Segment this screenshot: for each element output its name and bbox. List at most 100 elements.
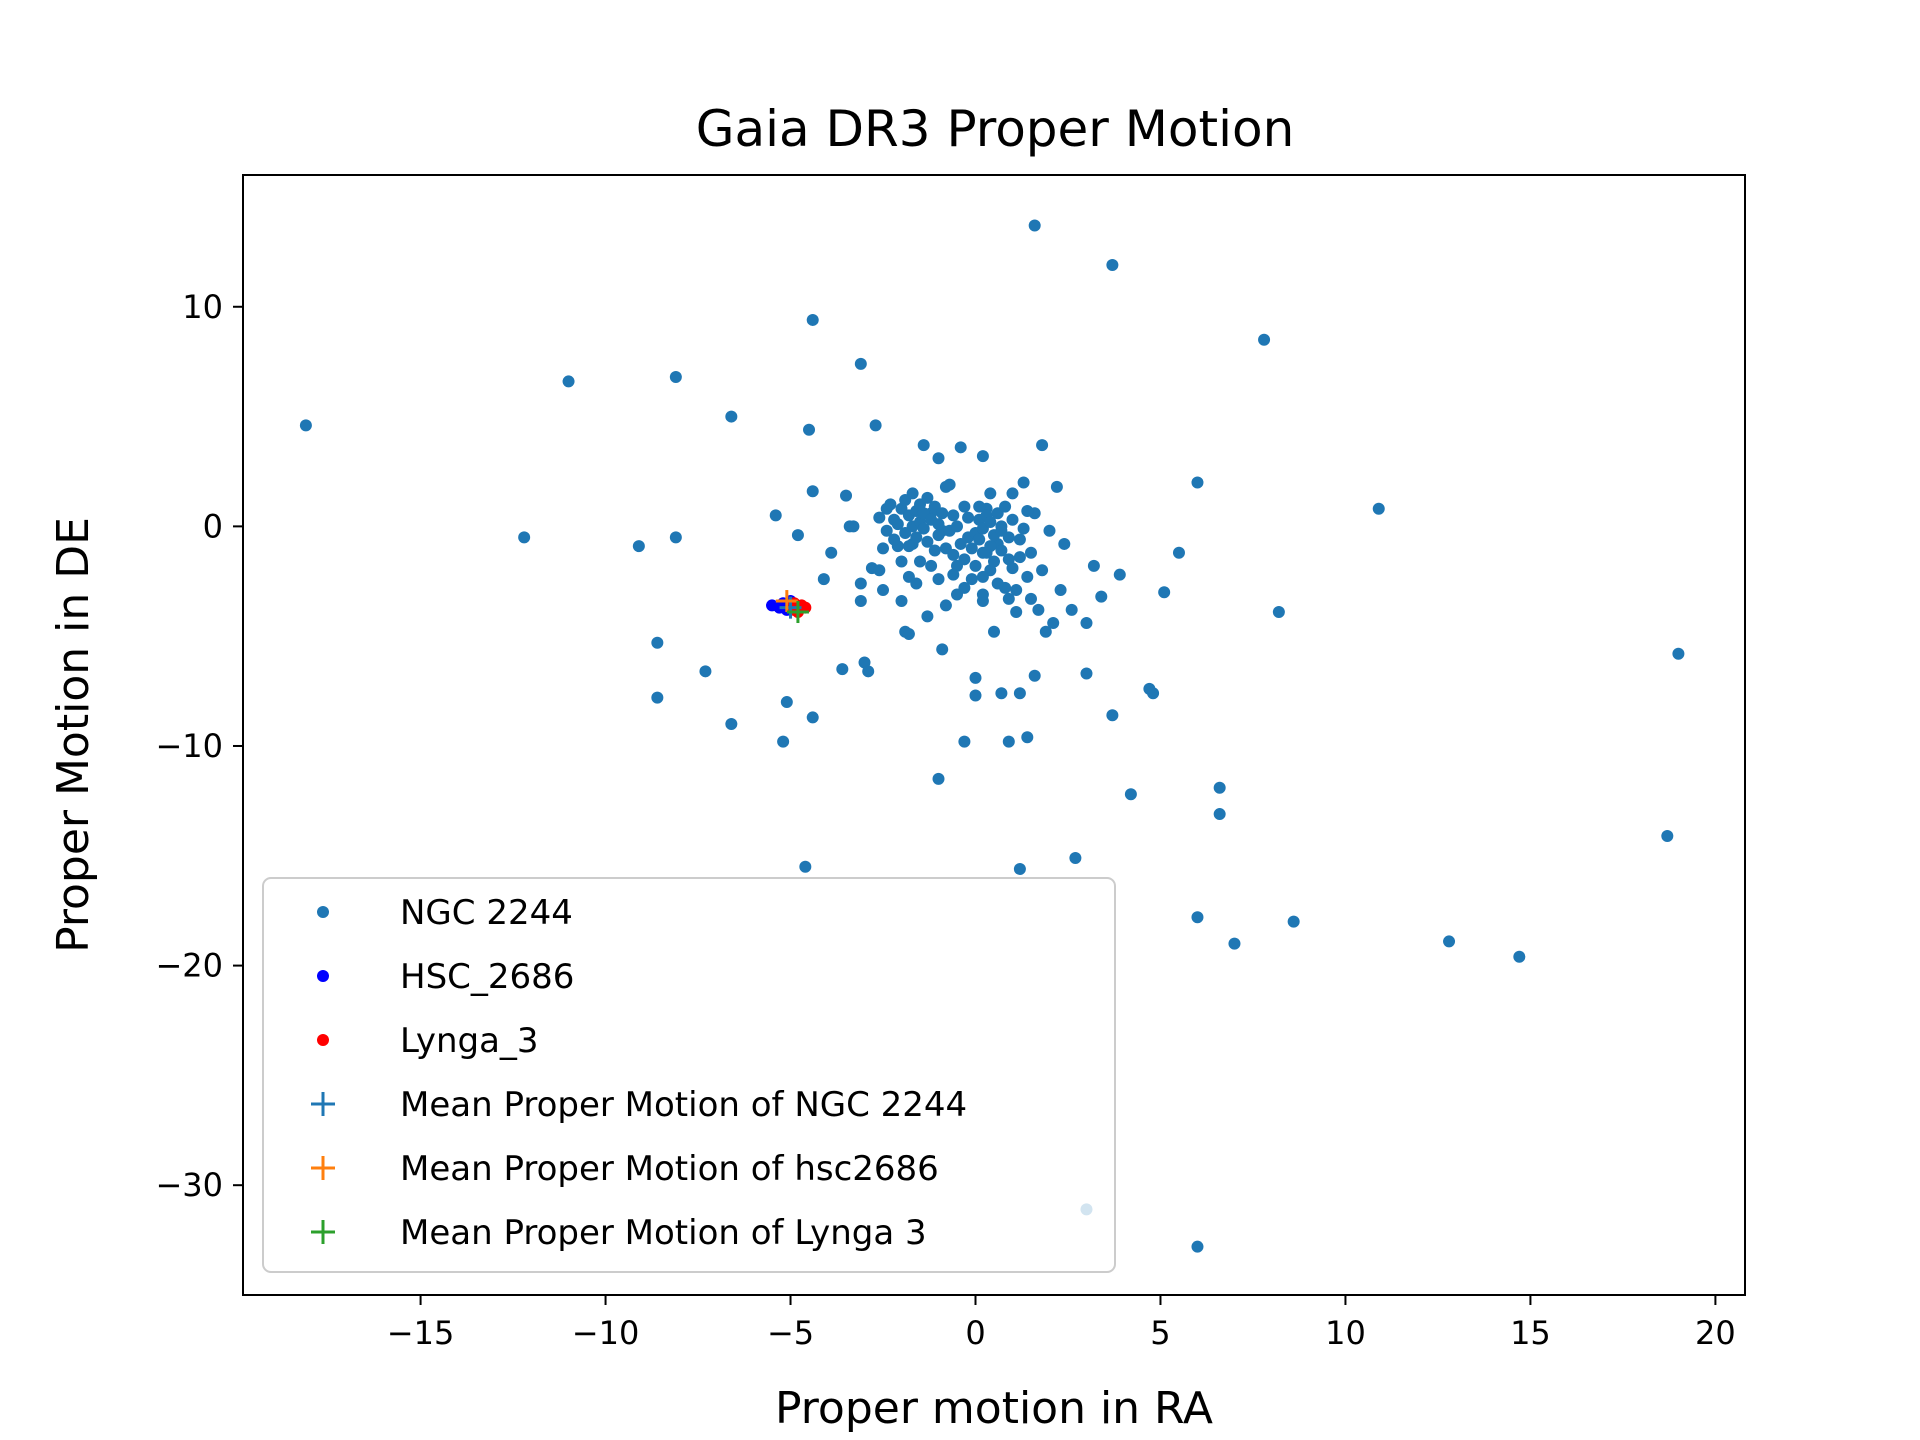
data-point <box>1028 219 1041 232</box>
data-point <box>1106 259 1119 272</box>
data-point <box>1087 559 1100 572</box>
data-point <box>1032 603 1045 616</box>
data-point <box>1191 911 1204 924</box>
data-point <box>1043 524 1056 537</box>
data-point <box>973 500 986 513</box>
data-point <box>936 507 949 520</box>
plot-frame <box>242 174 1746 1296</box>
data-point <box>1036 439 1049 452</box>
data-point <box>1172 546 1185 559</box>
data-point <box>836 663 849 676</box>
data-point <box>895 555 908 568</box>
data-point <box>932 573 945 586</box>
data-point <box>1106 709 1119 722</box>
x-tick-label: 10 <box>1325 1314 1366 1352</box>
data-point <box>969 689 982 702</box>
data-point <box>954 537 967 550</box>
data-point <box>958 581 971 594</box>
chart-title: Gaia DR3 Proper Motion <box>696 100 1295 158</box>
data-point <box>914 555 927 568</box>
x-tick-label: 20 <box>1695 1314 1736 1352</box>
data-point <box>869 419 882 432</box>
data-point <box>936 643 949 656</box>
legend-box <box>262 877 1116 1273</box>
data-point <box>1006 487 1019 500</box>
mean-marker <box>786 601 809 624</box>
data-point <box>910 577 923 590</box>
data-point <box>1006 562 1019 575</box>
y-tick-label: −20 <box>155 947 223 985</box>
data-point <box>1010 606 1023 619</box>
data-point <box>1272 606 1285 619</box>
x-tick-label: −15 <box>387 1314 455 1352</box>
y-tick-label: 10 <box>182 288 223 326</box>
data-point <box>1002 735 1015 748</box>
data-point <box>1213 781 1226 794</box>
data-point <box>725 410 738 423</box>
data-point <box>1191 1240 1204 1253</box>
data-point <box>984 540 997 553</box>
data-point <box>984 487 997 500</box>
data-point <box>1258 333 1271 346</box>
data-point <box>954 441 967 454</box>
data-point <box>1080 617 1093 629</box>
data-point <box>1080 667 1093 680</box>
data-point <box>921 610 934 623</box>
data-point <box>921 491 934 504</box>
data-point <box>1113 568 1126 581</box>
data-point <box>1058 537 1071 550</box>
data-point <box>1158 586 1171 599</box>
legend-label: Mean Proper Motion of NGC 2244 <box>400 1085 967 1125</box>
data-point <box>939 599 952 612</box>
data-point <box>877 584 890 597</box>
data-point <box>917 439 930 452</box>
legend-label: HSC_2686 <box>400 957 574 997</box>
y-tick-label: 0 <box>203 507 223 545</box>
x-tick-label: 15 <box>1510 1314 1551 1352</box>
data-point <box>965 573 978 586</box>
data-point <box>1372 502 1385 515</box>
legend-entry-mean-proper-motion-of-lynga-3: Mean Proper Motion of Lynga 3 <box>311 1213 927 1253</box>
data-point <box>877 542 890 555</box>
data-point <box>1017 522 1030 535</box>
data-point <box>969 559 982 572</box>
data-point <box>1228 937 1241 950</box>
data-point <box>1021 505 1034 517</box>
data-point <box>1095 590 1108 603</box>
data-point <box>840 489 853 502</box>
data-point <box>988 625 1000 638</box>
legend-entry-mean-proper-motion-of-ngc-2244: Mean Proper Motion of NGC 2244 <box>311 1085 967 1125</box>
data-point <box>947 568 960 581</box>
data-point <box>669 531 682 544</box>
data-point <box>958 735 971 748</box>
data-point <box>951 520 964 533</box>
data-point <box>1021 731 1034 744</box>
data-point <box>932 529 945 542</box>
data-point <box>962 511 975 524</box>
data-point <box>932 518 945 531</box>
series-mean-proper-motion-of-lynga-3 <box>786 601 809 624</box>
data-point <box>1021 570 1034 583</box>
data-point <box>854 577 867 590</box>
legend-marker <box>317 970 329 982</box>
legend-label: NGC 2244 <box>400 893 573 933</box>
data-point <box>299 419 312 432</box>
data-point <box>1050 480 1063 493</box>
data-point <box>847 520 860 533</box>
x-tick-label: 0 <box>965 1314 985 1352</box>
data-point <box>799 860 812 873</box>
data-point <box>725 718 738 731</box>
data-point <box>969 671 982 684</box>
data-point <box>973 533 986 546</box>
data-point <box>1002 592 1015 605</box>
data-point <box>880 524 893 537</box>
data-point <box>1017 476 1030 489</box>
data-point <box>917 522 930 535</box>
legend-entries: NGC 2244 HSC_2686 Lynga_3 Mean Proper Motio… <box>311 893 967 1253</box>
data-point <box>947 548 960 561</box>
data-point <box>817 573 830 586</box>
data-point <box>769 509 782 522</box>
data-point <box>1213 808 1226 821</box>
data-point <box>939 480 952 493</box>
data-point <box>1191 476 1204 489</box>
